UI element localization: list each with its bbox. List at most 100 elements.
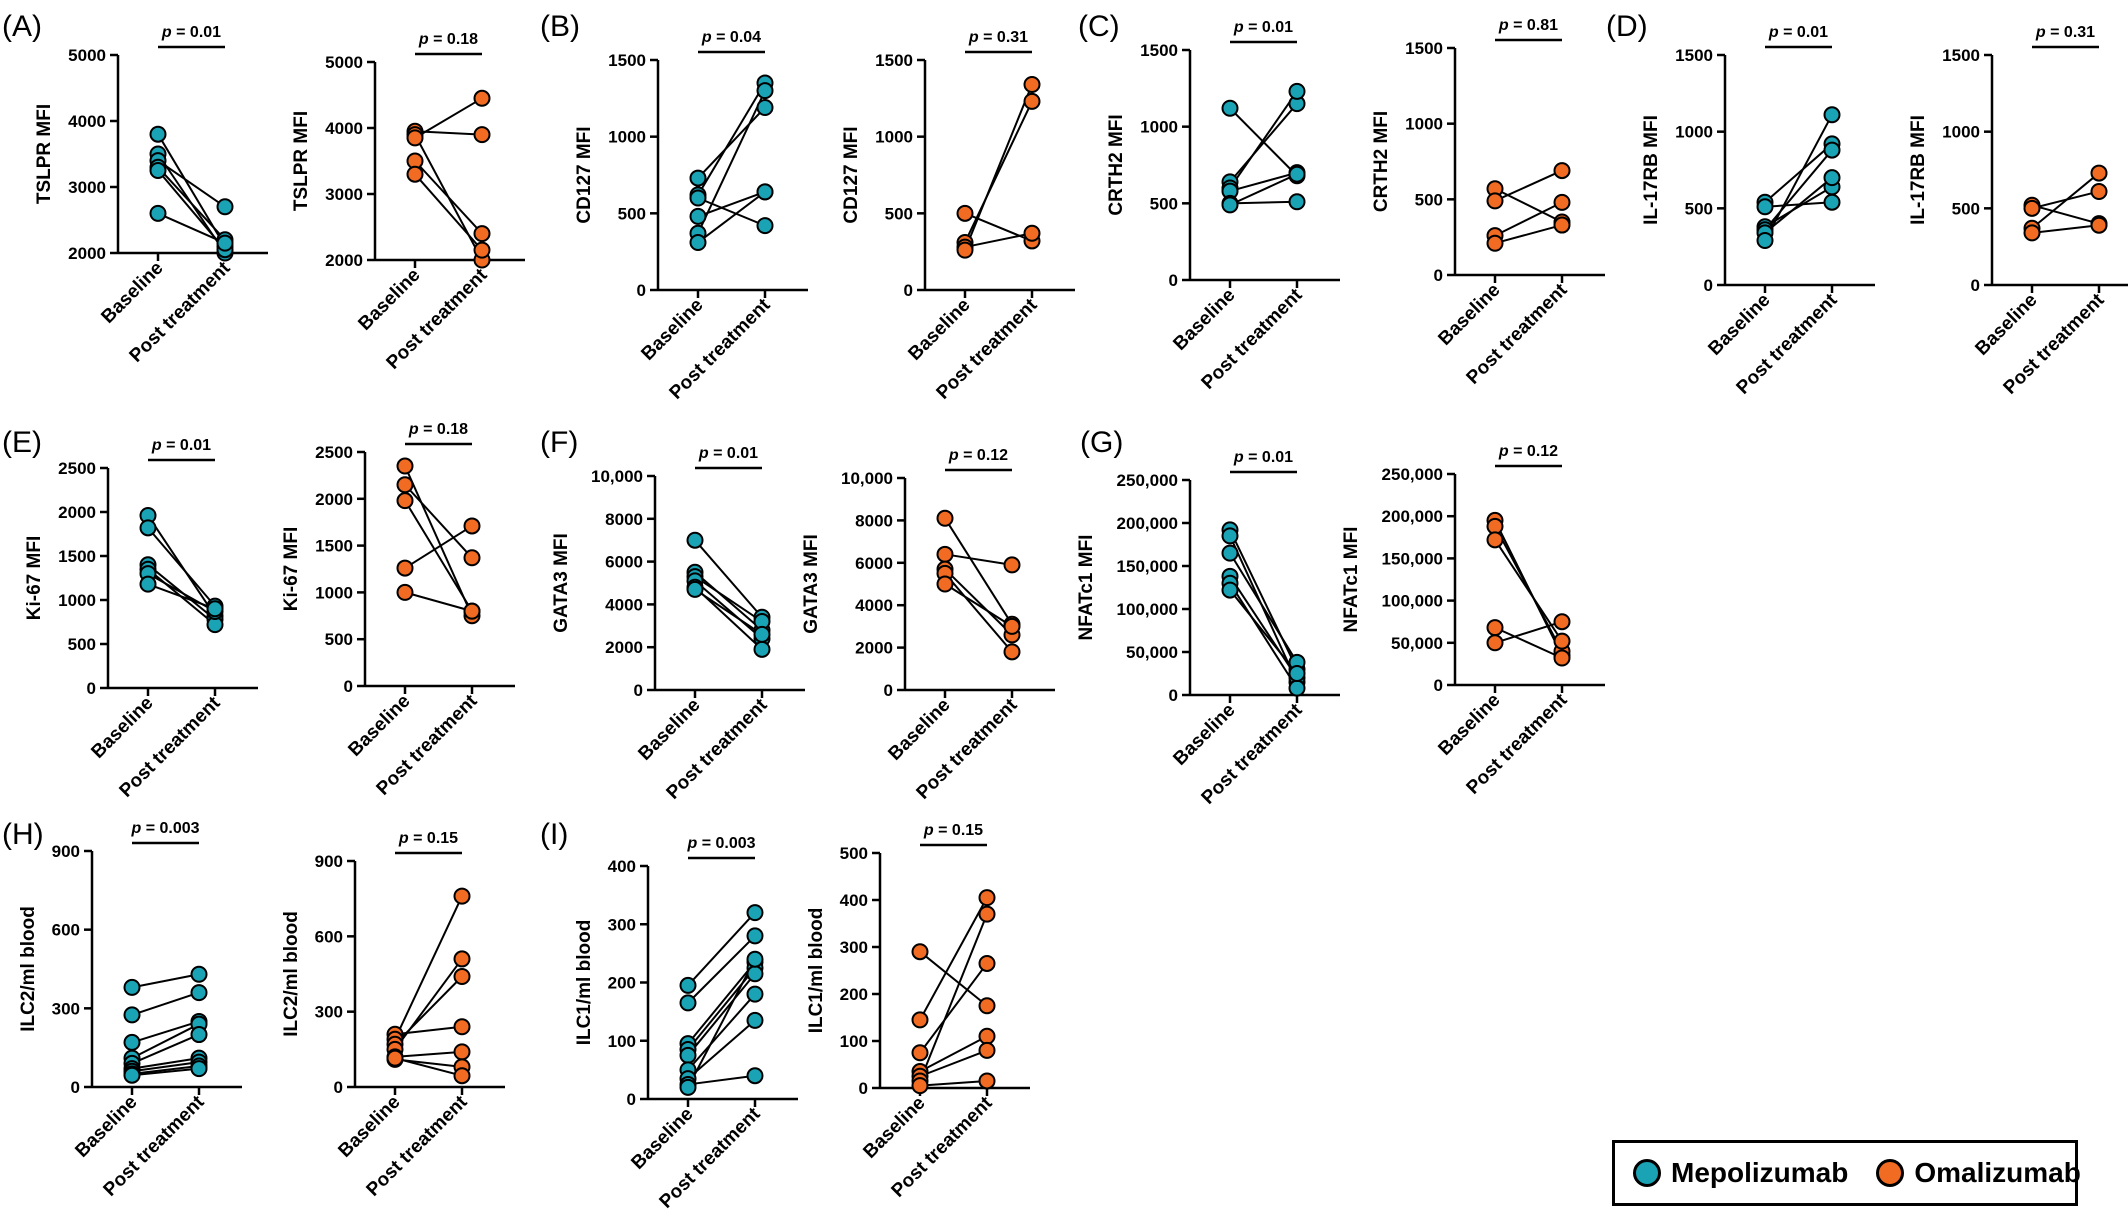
data-point-post xyxy=(190,1060,208,1078)
y-tick-label: 200 xyxy=(840,985,868,1004)
pair-line xyxy=(944,572,1013,653)
pair-line xyxy=(147,583,216,610)
pair-line xyxy=(687,935,756,1004)
y-axis-label: CRTH2 MFI xyxy=(1371,111,1392,212)
pair-line xyxy=(414,97,483,139)
data-point-baseline xyxy=(689,233,707,251)
y-tick-label: 1500 xyxy=(608,51,646,70)
y-tick-label: 6000 xyxy=(605,553,643,572)
pair-line xyxy=(687,1019,756,1080)
data-point-baseline xyxy=(936,545,954,563)
data-point-post xyxy=(1823,141,1841,159)
y-axis-label: ILC1/ml blood xyxy=(806,908,827,1034)
y-axis-label: GATA3 MFI xyxy=(801,534,822,634)
y-tick-label: 2000 xyxy=(68,244,106,263)
data-point-baseline xyxy=(911,943,929,961)
pair-line xyxy=(1229,171,1298,193)
y-tick-label: 5000 xyxy=(68,46,106,65)
data-point-baseline xyxy=(149,162,167,179)
data-point-post xyxy=(1288,82,1306,100)
data-point-baseline xyxy=(2023,199,2041,217)
y-axis-label: CD127 MFI xyxy=(574,126,595,223)
x-category-label: Baseline xyxy=(1704,290,1774,360)
pair-line xyxy=(131,1057,200,1070)
data-point-post xyxy=(190,1026,208,1044)
data-point-post xyxy=(746,1067,764,1085)
p-value-label: p = 0.18 xyxy=(408,421,468,438)
data-point-baseline xyxy=(686,531,704,549)
data-point-baseline xyxy=(679,1078,697,1096)
data-point-baseline xyxy=(139,519,157,537)
pair-line xyxy=(1494,626,1563,659)
data-point-baseline xyxy=(396,492,414,510)
y-tick-label: 500 xyxy=(1150,194,1178,213)
x-category-label: Baseline xyxy=(1434,280,1504,350)
legend-item-mepolizumab: Mepolizumab xyxy=(1633,1157,1848,1189)
x-category-label: Baseline xyxy=(627,1104,697,1174)
pair-line xyxy=(404,500,473,612)
y-tick-label: 0 xyxy=(1434,266,1443,285)
data-point-baseline xyxy=(406,129,424,147)
y-tick-label: 500 xyxy=(1952,199,1980,218)
pair-line xyxy=(697,90,766,234)
y-tick-label: 300 xyxy=(315,1003,343,1022)
data-point-post xyxy=(1553,162,1571,180)
y-tick-label: 900 xyxy=(315,852,343,871)
pair-line xyxy=(2031,172,2100,230)
pair-line xyxy=(944,583,1013,628)
data-point-baseline xyxy=(1486,619,1504,637)
data-point-post xyxy=(1023,224,1041,242)
y-tick-label: 250,000 xyxy=(1117,471,1178,490)
y-tick-label: 150,000 xyxy=(1117,557,1178,576)
data-point-post xyxy=(453,968,471,986)
y-tick-label: 500 xyxy=(618,204,646,223)
data-point-post xyxy=(746,927,764,945)
pair-line xyxy=(1229,103,1298,183)
y-tick-label: 300 xyxy=(608,915,636,934)
panel-letter: (C) xyxy=(1078,10,1120,43)
pair-line xyxy=(697,82,766,196)
pair-line xyxy=(1229,582,1298,689)
data-point-post xyxy=(1823,169,1841,187)
x-category-label: Baseline xyxy=(904,295,974,365)
data-point-post xyxy=(190,984,208,1002)
y-tick-label: 0 xyxy=(1169,686,1178,705)
y-tick-label: 2000 xyxy=(325,251,363,270)
p-value-label: p = 0.04 xyxy=(701,29,761,46)
x-category-label: Baseline xyxy=(354,265,424,335)
y-tick-label: 10,000 xyxy=(841,469,893,488)
pair-line xyxy=(697,191,766,244)
pair-line xyxy=(1494,201,1563,237)
data-point-post xyxy=(206,600,224,618)
pair-line xyxy=(944,568,1013,636)
pair-line xyxy=(1764,176,1833,234)
y-tick-label: 200,000 xyxy=(1382,507,1443,526)
p-value-label: p = 0.31 xyxy=(968,29,1028,46)
panel-letter: (B) xyxy=(540,10,580,43)
y-tick-label: 5000 xyxy=(325,53,363,72)
pair-line xyxy=(131,1023,200,1060)
pair-line xyxy=(694,588,763,636)
data-point-baseline xyxy=(139,575,157,593)
p-value-label: p = 0.81 xyxy=(1498,17,1558,34)
data-point-post xyxy=(473,89,491,107)
chart-panel-13: (G) 0 50,000 100,000 150,000 200,000 250,000 Ba… xyxy=(1076,426,1340,809)
p-value-label: p = 0.12 xyxy=(948,447,1008,464)
y-axis-label: GATA3 MFI xyxy=(551,533,572,633)
data-point-post xyxy=(453,1018,471,1036)
y-axis-label: IL-17RB MFI xyxy=(1641,115,1662,225)
data-point-post xyxy=(746,1011,764,1029)
y-tick-label: 150,000 xyxy=(1382,549,1443,568)
data-point-post xyxy=(756,99,774,117)
pair-line xyxy=(964,232,1033,249)
y-tick-label: 0 xyxy=(884,681,893,700)
y-tick-label: 2000 xyxy=(605,638,643,657)
data-point-post xyxy=(1553,613,1571,631)
y-tick-label: 0 xyxy=(1971,276,1980,295)
y-tick-label: 1500 xyxy=(875,51,913,70)
data-point-post xyxy=(978,997,996,1015)
y-tick-label: 100 xyxy=(840,1032,868,1051)
